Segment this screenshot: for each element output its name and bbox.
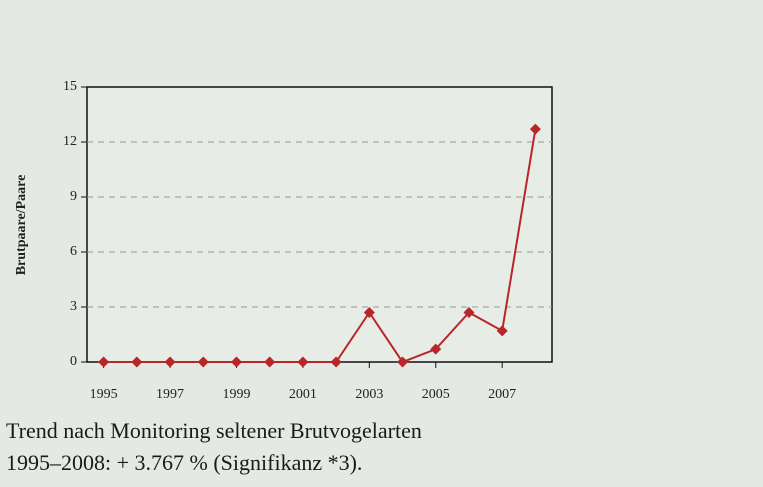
x-tick-label: 2001 <box>289 387 317 402</box>
caption-line: 1995–2008: + 3.767 % (Signifikanz *3). <box>6 450 362 475</box>
y-tick-label: 0 <box>70 354 77 369</box>
caption-line: Trend nach Monitoring seltener Brutvogel… <box>6 418 422 443</box>
marker <box>264 356 276 368</box>
marker <box>496 325 508 337</box>
y-tick-label: 15 <box>63 79 77 94</box>
marker <box>98 356 110 368</box>
x-tick-label: 2003 <box>355 387 383 402</box>
marker <box>197 356 209 368</box>
x-tick-label: 1997 <box>156 387 184 402</box>
line <box>103 129 537 364</box>
x-tick-label: 1995 <box>90 387 118 402</box>
y-tick-label: 9 <box>70 189 77 204</box>
marker <box>463 307 475 318</box>
y-tick-label: 3 <box>70 299 77 314</box>
marker <box>330 356 342 368</box>
y-tick-label: 6 <box>70 244 77 259</box>
marker <box>529 123 541 135</box>
y-axis-label: Brutpaare/Paare <box>14 175 29 276</box>
marker <box>164 356 176 368</box>
marker <box>397 356 409 368</box>
marker <box>430 343 442 355</box>
x-tick-label: 2005 <box>422 387 450 402</box>
y-tick-label: 12 <box>63 134 77 149</box>
marker <box>131 356 143 368</box>
marker <box>297 356 309 368</box>
x-tick-label: 1999 <box>222 387 250 402</box>
marker <box>363 307 375 318</box>
x-tick-label: 2007 <box>488 387 516 402</box>
marker <box>230 356 242 368</box>
